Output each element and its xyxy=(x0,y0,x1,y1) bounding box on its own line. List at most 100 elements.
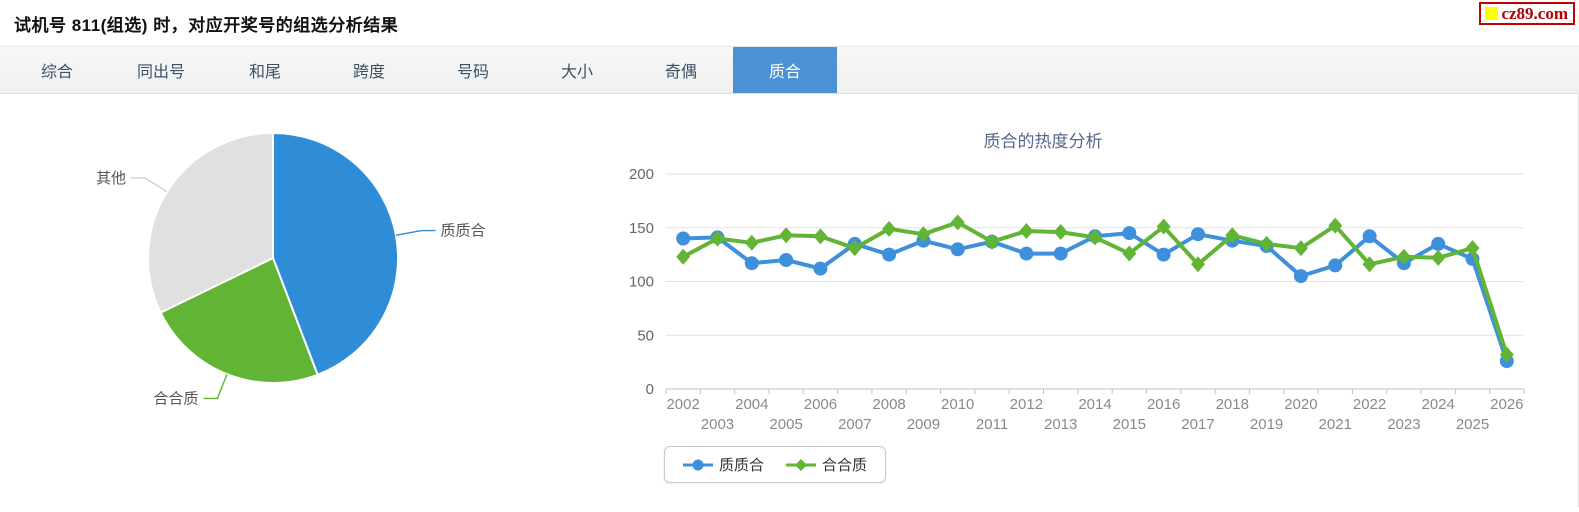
pie-chart: 质质合合合质 其他 xyxy=(0,94,580,507)
legend-label-0: 质质合 xyxy=(718,457,764,474)
data-point-合合质-2019 xyxy=(1259,235,1274,252)
x-tick-label-2023: 2023 xyxy=(1387,416,1420,433)
legend-label-1: 合合质 xyxy=(822,457,868,474)
tab-item-1[interactable]: 同出号 xyxy=(136,64,185,81)
data-point-合合质-2022 xyxy=(1362,256,1377,273)
chart-legend: 质质合 合合质 xyxy=(663,446,887,483)
tab-item-5[interactable]: 大小 xyxy=(560,64,593,81)
data-point-合合质-2013 xyxy=(1053,224,1068,241)
x-tick-label-2011: 2011 xyxy=(976,416,1008,433)
series-line-0 xyxy=(681,231,1509,364)
x-tick-label-2024: 2024 xyxy=(1422,396,1455,413)
x-tick-label-2003: 2003 xyxy=(701,416,734,433)
x-tick-label-2018: 2018 xyxy=(1216,396,1249,413)
pie-label-0: 质质合 xyxy=(441,223,486,240)
x-tick-label-2009: 2009 xyxy=(907,416,940,433)
x-tick-label-2005: 2005 xyxy=(769,416,802,433)
legend-item-0[interactable]: 质质合 xyxy=(682,454,764,475)
data-point-质质合-2008 xyxy=(882,247,897,262)
x-tick-label-2021: 2021 xyxy=(1319,416,1352,433)
data-point-合合质-2006 xyxy=(813,228,828,245)
tab-bar: 综合 同出号 和尾 跨度 号码 大小 奇偶 质合 xyxy=(0,46,1579,94)
data-point-质质合-2002 xyxy=(676,231,691,246)
y-tick-label-200: 200 xyxy=(629,166,654,183)
data-point-合合质-2025 xyxy=(1465,240,1480,257)
legend-marker-circle-icon xyxy=(682,459,713,470)
y-tick-label-0: 0 xyxy=(646,381,654,398)
data-point-合合质-2021 xyxy=(1328,217,1343,234)
data-point-合合质-2007 xyxy=(847,240,862,257)
data-point-质质合-2004 xyxy=(744,256,759,271)
y-tick-label-50: 50 xyxy=(637,327,654,344)
x-tick-label-2016: 2016 xyxy=(1147,396,1180,413)
pie-leader-line-1 xyxy=(203,373,228,400)
data-point-合合质-2011 xyxy=(985,233,1000,250)
x-tick-label-2017: 2017 xyxy=(1181,416,1214,433)
x-tick-label-2012: 2012 xyxy=(1010,396,1043,413)
legend-marker-diamond-icon xyxy=(786,458,816,471)
legend-item-1[interactable]: 合合质 xyxy=(786,454,867,475)
data-point-合合质-2012 xyxy=(1019,222,1034,239)
pie-leader-line-0 xyxy=(395,229,436,236)
data-point-合合质-2026 xyxy=(1499,346,1514,363)
brand-text: cz89.com xyxy=(1501,4,1568,23)
data-point-合合质-2003 xyxy=(710,230,725,247)
data-point-合合质-2004 xyxy=(744,234,759,251)
data-point-质质合-2021 xyxy=(1328,258,1343,273)
x-tick-label-2002: 2002 xyxy=(666,396,699,413)
data-point-合合质-2014 xyxy=(1088,229,1102,246)
data-point-质质合-2016 xyxy=(1156,247,1171,262)
data-point-合合质-2010 xyxy=(950,214,965,231)
tab-item-0[interactable]: 综合 xyxy=(40,64,73,81)
x-tick-label-2008: 2008 xyxy=(872,396,905,413)
tab-item-4[interactable]: 号码 xyxy=(456,64,489,81)
data-point-质质合-2024 xyxy=(1431,236,1446,251)
line-chart: 质合的热度分析 0 50 100 150 200 2002 2003 2004 2005 2006 2… xyxy=(600,94,1579,507)
tab-item-3[interactable]: 跨度 xyxy=(352,64,385,81)
data-point-质质合-2010 xyxy=(950,242,965,257)
x-tick-label-2013: 2013 xyxy=(1044,416,1077,433)
pie-label-2: 其他 xyxy=(96,170,126,187)
page-title: 试机号 811(组选) 时，对应开奖号的组选分析结果 xyxy=(14,15,399,35)
tab-item-6[interactable]: 奇偶 xyxy=(664,64,697,81)
data-point-质质合-2006 xyxy=(813,261,828,276)
pie-label-1: 合合质 xyxy=(153,390,198,407)
data-point-质质合-2015 xyxy=(1122,226,1137,241)
data-point-质质合-2013 xyxy=(1053,246,1068,261)
data-point-质质合-2020 xyxy=(1293,269,1308,284)
data-point-质质合-2017 xyxy=(1191,227,1205,242)
y-tick-label-150: 150 xyxy=(629,220,654,237)
line-chart-title: 质合的热度分析 xyxy=(984,132,1103,151)
content-area: 质质合 合合质 其他 质合的热度分析 0 50 100 150 200 2002 2003 2004… xyxy=(0,94,1579,507)
brand-badge[interactable]: cz89.com xyxy=(1479,2,1575,25)
data-point-合合质-2005 xyxy=(779,227,794,244)
x-tick-label-2015: 2015 xyxy=(1113,416,1146,433)
data-point-合合质-2020 xyxy=(1293,240,1308,257)
data-point-质质合-2005 xyxy=(779,253,794,267)
data-point-合合质-2008 xyxy=(882,220,897,237)
x-tick-label-2007: 2007 xyxy=(838,416,871,433)
data-point-合合质-2016 xyxy=(1156,218,1171,235)
data-point-合合质-2023 xyxy=(1396,248,1411,265)
data-point-合合质-2009 xyxy=(916,226,931,243)
x-tick-label-2006: 2006 xyxy=(804,396,837,413)
pie-leader-line-2 xyxy=(131,177,168,193)
y-tick-label-100: 100 xyxy=(629,274,654,291)
brand-square-icon xyxy=(1485,7,1499,20)
data-point-质质合-2022 xyxy=(1362,229,1377,244)
pie-slice-2[interactable] xyxy=(147,131,274,314)
x-tick-label-2014: 2014 xyxy=(1078,396,1111,413)
x-tick-label-2020: 2020 xyxy=(1284,396,1317,413)
data-point-质质合-2012 xyxy=(1019,246,1034,261)
titlebar: 试机号 811(组选) 时，对应开奖号的组选分析结果 cz89.com xyxy=(0,0,1579,46)
data-point-合合质-2024 xyxy=(1431,249,1446,266)
data-point-合合质-2015 xyxy=(1122,245,1137,262)
data-point-合合质-2017 xyxy=(1190,256,1205,273)
x-tick-label-2010: 2010 xyxy=(941,396,974,413)
x-tick-label-2022: 2022 xyxy=(1353,396,1386,413)
x-tick-label-2026: 2026 xyxy=(1490,396,1523,413)
tab-item-2[interactable]: 和尾 xyxy=(248,64,281,81)
tab-item-7[interactable]: 质合 xyxy=(733,47,837,93)
x-tick-label-2004: 2004 xyxy=(735,396,768,413)
